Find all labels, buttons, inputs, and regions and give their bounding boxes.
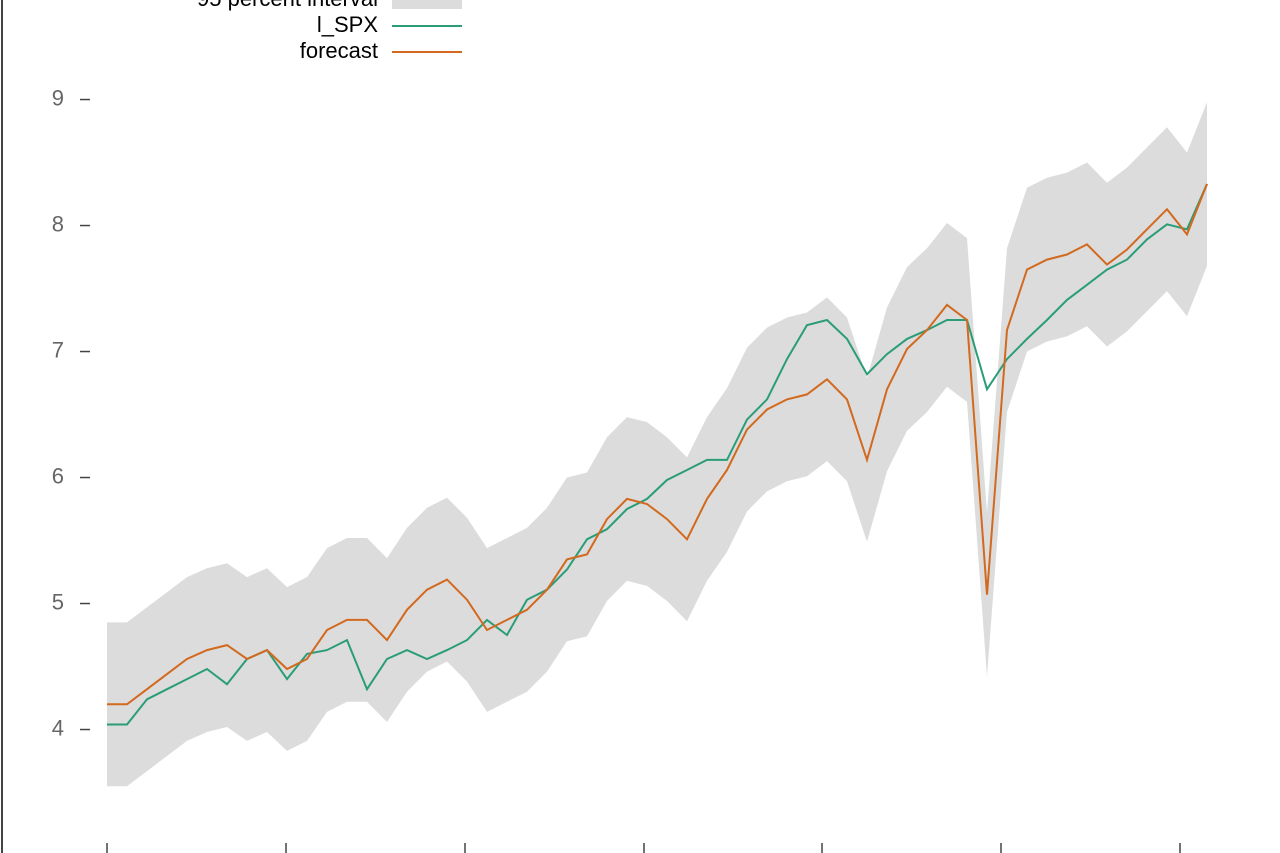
- y-tick-label: 7: [52, 337, 64, 362]
- legend-swatch: [392, 0, 462, 9]
- y-tick-label: 6: [52, 463, 64, 488]
- y-tick-label: 4: [52, 715, 64, 740]
- x-ticks: [106, 843, 1181, 853]
- y-tick-label: 8: [52, 211, 64, 236]
- legend-label: 95 percent interval: [197, 0, 378, 11]
- series-line: [107, 183, 1208, 706]
- y-tick-label: 9: [52, 85, 64, 110]
- legend-label: l_SPX: [317, 12, 378, 37]
- series-line: [107, 183, 1208, 726]
- y-tick-label: 5: [52, 589, 64, 614]
- legend-label: forecast: [300, 38, 378, 63]
- interval-band: [107, 102, 1207, 787]
